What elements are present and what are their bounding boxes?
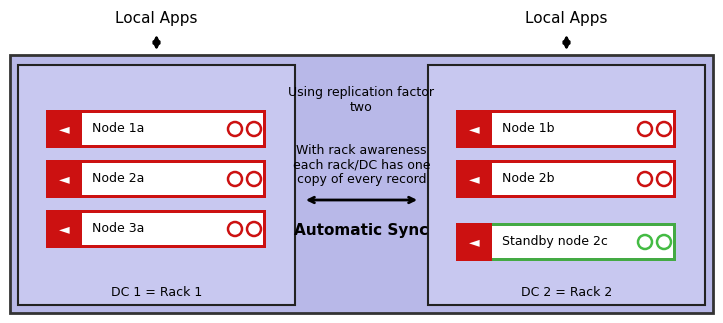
Text: Local Apps: Local Apps bbox=[115, 11, 198, 26]
FancyBboxPatch shape bbox=[82, 163, 263, 195]
FancyBboxPatch shape bbox=[456, 160, 492, 198]
FancyBboxPatch shape bbox=[456, 160, 676, 198]
FancyBboxPatch shape bbox=[456, 110, 492, 148]
FancyBboxPatch shape bbox=[492, 226, 673, 258]
FancyBboxPatch shape bbox=[82, 213, 263, 245]
FancyBboxPatch shape bbox=[10, 55, 713, 313]
FancyBboxPatch shape bbox=[46, 160, 82, 198]
FancyBboxPatch shape bbox=[456, 223, 676, 261]
Text: DC 2 = Rack 2: DC 2 = Rack 2 bbox=[521, 287, 612, 299]
FancyBboxPatch shape bbox=[18, 65, 295, 305]
Text: Node 3a: Node 3a bbox=[92, 223, 145, 235]
Text: With rack awareness
each rack/DC has one
copy of every record: With rack awareness each rack/DC has one… bbox=[293, 143, 430, 186]
Text: Node 2b: Node 2b bbox=[502, 172, 555, 185]
Text: Node 1b: Node 1b bbox=[502, 122, 555, 136]
FancyBboxPatch shape bbox=[82, 113, 263, 145]
Text: Standby node 2c: Standby node 2c bbox=[502, 235, 608, 248]
Text: ◄: ◄ bbox=[59, 172, 69, 186]
Text: Local Apps: Local Apps bbox=[525, 11, 608, 26]
FancyBboxPatch shape bbox=[46, 110, 266, 148]
Text: Node 1a: Node 1a bbox=[92, 122, 145, 136]
FancyBboxPatch shape bbox=[46, 210, 266, 248]
Text: Automatic Sync: Automatic Sync bbox=[294, 223, 429, 237]
Text: Node 2a: Node 2a bbox=[92, 172, 145, 185]
Text: Using replication factor
two: Using replication factor two bbox=[288, 86, 435, 114]
FancyBboxPatch shape bbox=[456, 223, 492, 261]
FancyBboxPatch shape bbox=[46, 210, 82, 248]
Text: ◄: ◄ bbox=[469, 122, 479, 136]
Text: ◄: ◄ bbox=[469, 172, 479, 186]
FancyBboxPatch shape bbox=[428, 65, 705, 305]
Text: ◄: ◄ bbox=[59, 122, 69, 136]
Text: DC 1 = Rack 1: DC 1 = Rack 1 bbox=[111, 287, 202, 299]
FancyBboxPatch shape bbox=[46, 160, 266, 198]
FancyBboxPatch shape bbox=[492, 163, 673, 195]
Text: ◄: ◄ bbox=[59, 222, 69, 236]
FancyBboxPatch shape bbox=[46, 110, 82, 148]
Text: ◄: ◄ bbox=[469, 235, 479, 249]
FancyBboxPatch shape bbox=[456, 110, 676, 148]
FancyBboxPatch shape bbox=[492, 113, 673, 145]
